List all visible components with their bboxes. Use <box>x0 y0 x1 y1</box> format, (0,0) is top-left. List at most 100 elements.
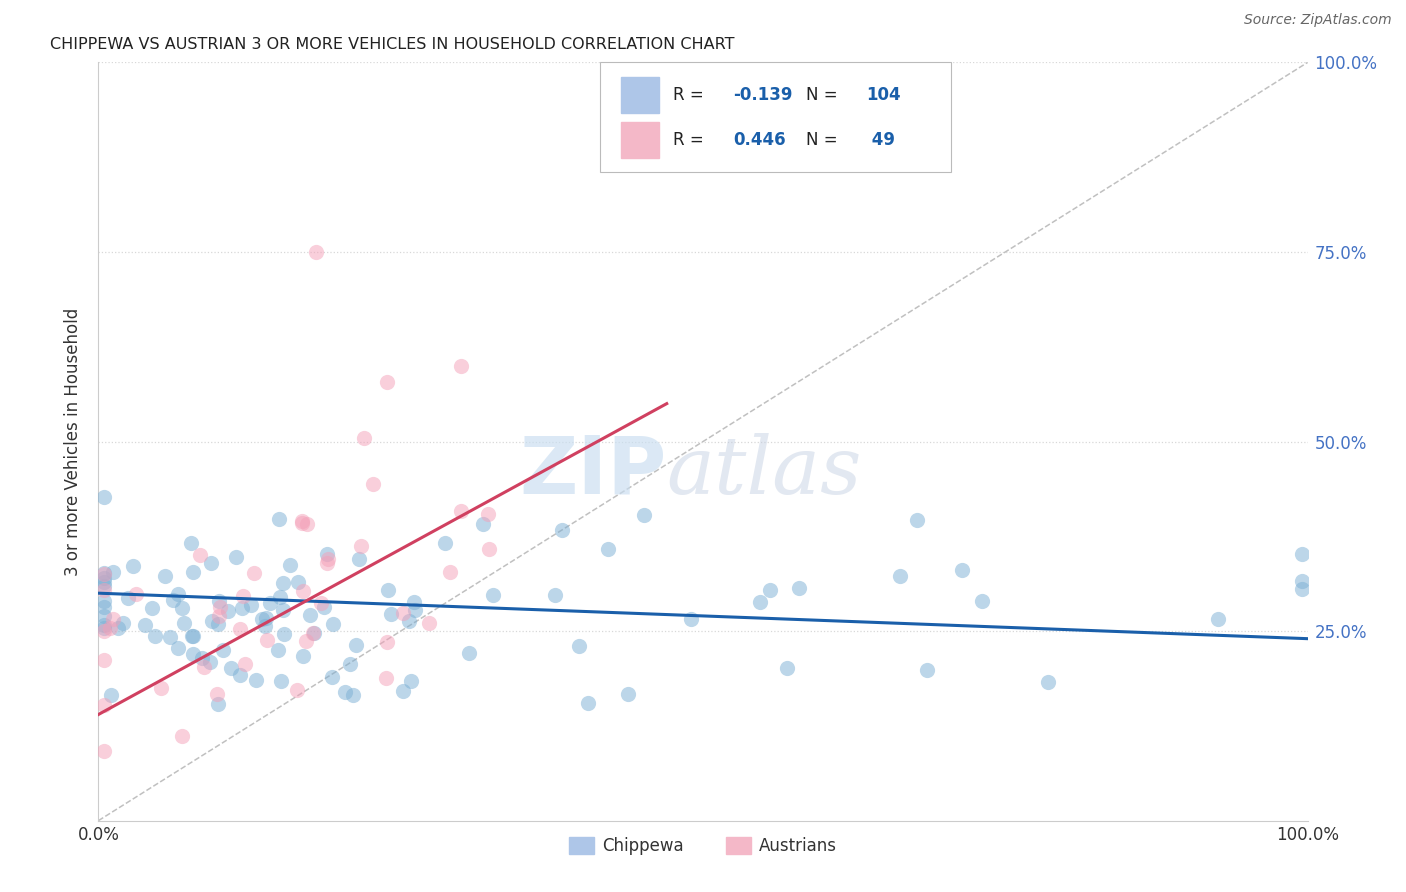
Point <box>239 598 262 612</box>
Point <box>233 657 256 671</box>
Text: 0.446: 0.446 <box>734 131 786 149</box>
Point <box>149 681 172 696</box>
Point <box>291 584 314 599</box>
Point <box>309 596 332 610</box>
Point <box>103 612 125 626</box>
Point <box>544 588 567 602</box>
Text: 49: 49 <box>866 131 896 149</box>
Point <box>93 490 115 504</box>
Point <box>551 523 574 537</box>
Text: N =: N = <box>806 86 842 103</box>
Point <box>316 556 339 570</box>
Point <box>159 630 181 644</box>
Point <box>124 586 146 600</box>
Point <box>439 565 461 579</box>
Point <box>208 600 231 615</box>
Point <box>207 617 229 632</box>
Point <box>322 617 344 632</box>
Point <box>399 674 422 689</box>
Point <box>1291 547 1313 561</box>
Point <box>342 688 364 702</box>
Point <box>316 552 339 566</box>
Point <box>478 541 501 556</box>
Point <box>287 575 309 590</box>
Point <box>93 567 115 582</box>
Point <box>93 599 115 614</box>
Point <box>1036 675 1059 690</box>
Text: 104: 104 <box>866 86 901 103</box>
Point <box>321 669 343 683</box>
Point <box>596 542 619 557</box>
Point <box>375 375 398 389</box>
Point <box>181 629 204 643</box>
Point <box>134 618 156 632</box>
Point <box>285 683 308 698</box>
Point <box>271 603 294 617</box>
Point <box>418 616 440 631</box>
Point <box>567 639 589 653</box>
Point <box>93 594 115 608</box>
Point <box>207 697 229 711</box>
Point <box>291 648 314 663</box>
Point <box>267 512 290 526</box>
Point <box>450 359 472 373</box>
Point <box>375 635 398 649</box>
Point <box>205 687 228 701</box>
Point <box>482 588 505 602</box>
Point <box>450 504 472 518</box>
Point <box>93 574 115 589</box>
Point <box>208 594 231 608</box>
Legend: Chippewa, Austrians: Chippewa, Austrians <box>562 830 844 862</box>
Point <box>93 617 115 632</box>
Point <box>243 566 266 580</box>
Point <box>679 612 702 626</box>
Point <box>228 622 250 636</box>
Point <box>1206 612 1229 626</box>
Point <box>905 513 928 527</box>
Point <box>217 604 239 618</box>
Point <box>93 653 115 667</box>
Point <box>107 621 129 635</box>
Point <box>103 565 125 579</box>
Point <box>302 625 325 640</box>
Point <box>212 643 235 657</box>
Point <box>100 688 122 702</box>
Point <box>748 595 770 609</box>
Point <box>291 514 314 528</box>
Point <box>254 611 277 625</box>
Point <box>339 657 361 671</box>
Point <box>633 508 655 522</box>
Point <box>112 616 135 631</box>
Point <box>787 581 810 595</box>
Point <box>183 647 205 661</box>
Y-axis label: 3 or more Vehicles in Household: 3 or more Vehicles in Household <box>65 308 83 575</box>
Point <box>291 516 314 531</box>
Point <box>93 609 115 624</box>
Point <box>201 615 224 629</box>
Point <box>305 244 328 259</box>
Point <box>333 684 356 698</box>
FancyBboxPatch shape <box>600 62 950 172</box>
Point <box>576 696 599 710</box>
Point <box>295 634 318 648</box>
Point <box>93 744 115 758</box>
Point <box>616 687 638 701</box>
Point <box>167 641 190 656</box>
Point <box>1291 574 1313 588</box>
Point <box>122 558 145 573</box>
Point <box>970 593 993 607</box>
Point <box>188 548 211 562</box>
Point <box>344 638 367 652</box>
Point <box>280 558 302 572</box>
Text: N =: N = <box>806 131 842 149</box>
Point <box>271 576 294 591</box>
Point <box>93 624 115 638</box>
Point <box>758 583 780 598</box>
Point <box>398 615 420 629</box>
Point <box>231 601 253 615</box>
Point <box>167 587 190 601</box>
Point <box>377 582 399 597</box>
Point <box>472 516 495 531</box>
Point <box>477 507 499 521</box>
Text: CHIPPEWA VS AUSTRIAN 3 OR MORE VEHICLES IN HOUSEHOLD CORRELATION CHART: CHIPPEWA VS AUSTRIAN 3 OR MORE VEHICLES … <box>51 37 734 52</box>
